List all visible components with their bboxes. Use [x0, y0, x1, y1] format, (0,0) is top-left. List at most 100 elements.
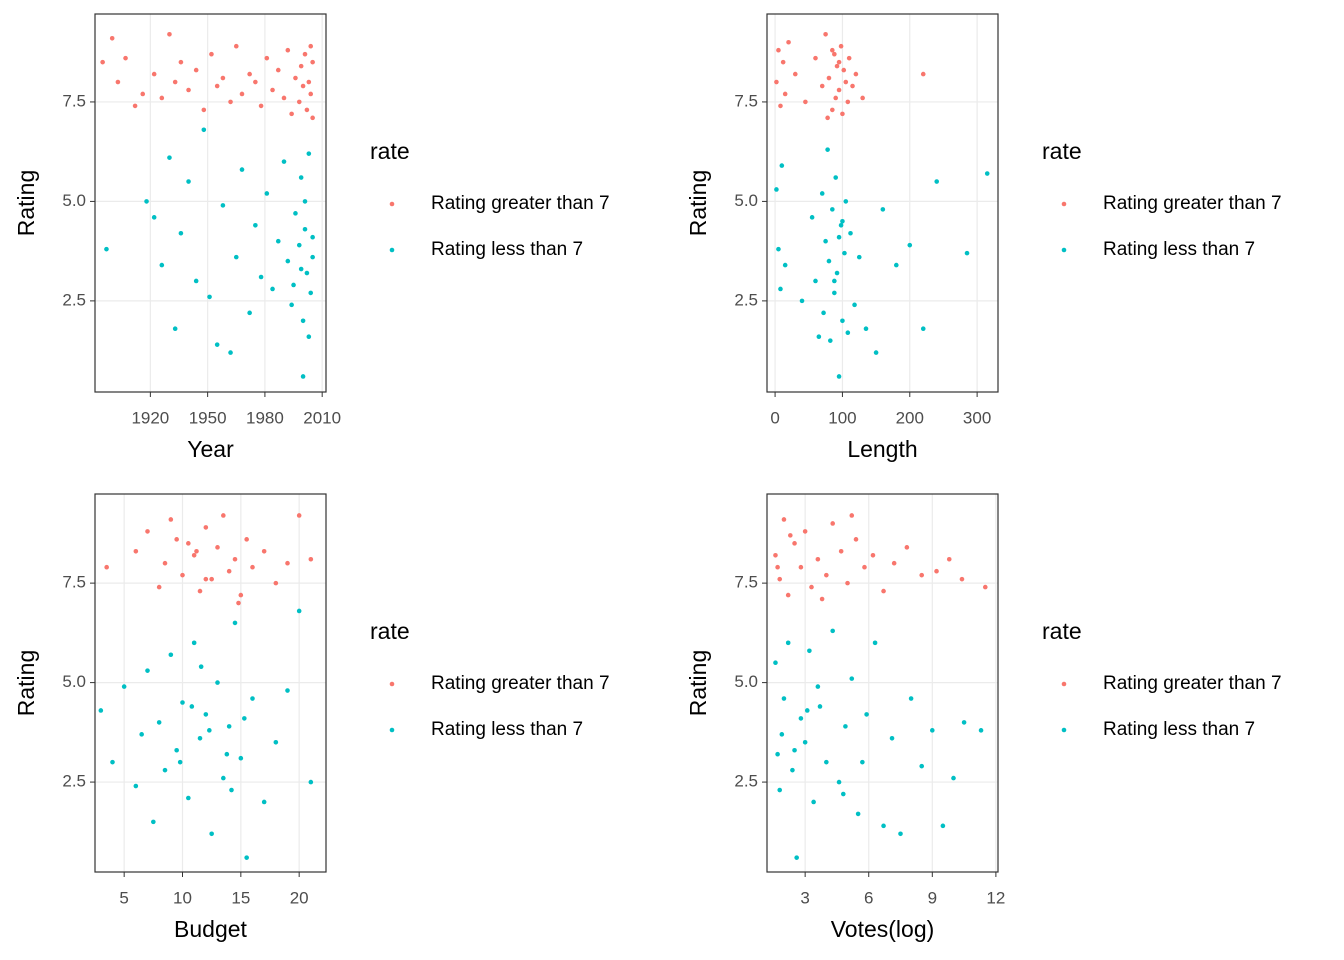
- point: [843, 79, 849, 85]
- point: [98, 708, 104, 713]
- point: [830, 207, 835, 212]
- point: [961, 720, 967, 725]
- point: [798, 716, 804, 721]
- point: [247, 71, 252, 77]
- point: [232, 556, 238, 562]
- y-tick-label: 5.0: [734, 191, 758, 210]
- point: [786, 39, 791, 45]
- y-tick-label: 5.0: [734, 672, 758, 691]
- point: [860, 759, 865, 765]
- point: [842, 250, 847, 256]
- point: [214, 342, 220, 347]
- point: [178, 230, 184, 236]
- point: [843, 199, 849, 204]
- point: [830, 521, 835, 526]
- point: [180, 572, 185, 578]
- point: [220, 75, 226, 81]
- point: [226, 568, 232, 574]
- point: [978, 728, 984, 733]
- point: [778, 103, 783, 109]
- y-tick-label: 2.5: [62, 772, 86, 791]
- point: [193, 67, 199, 73]
- point: [782, 91, 788, 97]
- point: [836, 374, 842, 379]
- point: [189, 704, 195, 709]
- point: [845, 330, 851, 336]
- legend-key: [1061, 727, 1067, 733]
- point: [191, 640, 197, 646]
- point: [306, 151, 312, 156]
- point: [776, 47, 781, 53]
- point: [308, 556, 314, 562]
- legend-title: rate: [1042, 618, 1082, 644]
- y-tick-label: 2.5: [62, 290, 86, 309]
- point: [306, 334, 312, 339]
- point: [197, 736, 203, 741]
- point: [836, 234, 842, 240]
- point: [777, 576, 783, 582]
- point: [186, 541, 191, 546]
- x-tick-label: 9: [928, 888, 937, 907]
- point: [304, 107, 310, 113]
- point: [304, 270, 310, 276]
- point: [834, 270, 840, 276]
- point: [215, 545, 220, 550]
- point: [275, 238, 281, 244]
- point: [285, 688, 290, 693]
- point: [836, 779, 842, 785]
- point: [919, 763, 925, 769]
- point: [104, 246, 109, 252]
- point: [834, 63, 840, 69]
- point: [186, 179, 191, 184]
- point: [802, 739, 808, 745]
- point: [840, 111, 845, 117]
- point: [891, 560, 897, 566]
- point: [774, 187, 779, 192]
- point: [239, 167, 245, 172]
- point: [788, 533, 793, 538]
- point: [244, 855, 249, 860]
- point: [115, 79, 121, 85]
- point: [285, 560, 290, 566]
- point: [840, 219, 845, 224]
- point: [873, 350, 879, 355]
- point: [934, 568, 939, 574]
- point: [168, 517, 174, 522]
- point: [775, 751, 780, 757]
- point: [207, 294, 212, 300]
- point: [197, 588, 203, 594]
- point: [819, 596, 825, 602]
- point: [826, 75, 832, 81]
- point: [951, 775, 956, 781]
- point: [302, 51, 308, 57]
- y-tick-label: 7.5: [734, 573, 758, 592]
- legend-key: [389, 247, 395, 253]
- point: [836, 59, 842, 65]
- point: [139, 732, 144, 737]
- point: [285, 258, 291, 264]
- point: [209, 831, 214, 837]
- legend-key: [1061, 247, 1067, 253]
- point: [838, 548, 844, 554]
- point: [781, 517, 787, 522]
- point: [275, 67, 281, 73]
- point: [832, 290, 837, 296]
- point: [242, 716, 247, 721]
- point: [239, 91, 245, 97]
- legend-label: Rating greater than 7: [431, 193, 610, 214]
- point: [151, 71, 157, 77]
- plot-border: [94, 13, 327, 393]
- x-tick-label: 10: [173, 888, 192, 907]
- point: [781, 696, 787, 701]
- x-tick-label: 1950: [189, 408, 227, 427]
- point: [836, 87, 842, 93]
- point: [881, 588, 886, 594]
- point: [779, 732, 785, 737]
- x-tick-label: 1980: [246, 408, 284, 427]
- point: [221, 775, 226, 781]
- point: [293, 75, 298, 81]
- point: [207, 728, 212, 733]
- point: [823, 238, 828, 244]
- point: [862, 564, 867, 570]
